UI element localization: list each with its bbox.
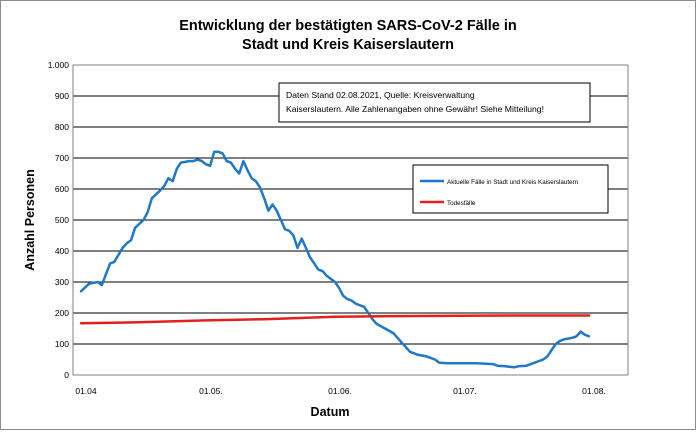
annotation-line-2: Kaiserslautern. Alle Zahlenangaben ohne … — [286, 104, 544, 114]
annotation-box: Daten Stand 02.08.2021, Quelle: Kreisver… — [278, 82, 591, 123]
x-tick-label: 01.04 — [75, 386, 97, 396]
y-tick-labels: 0 100 200 300 400 500 600 700 800 900 1.000 — [48, 60, 70, 380]
y-tick-label: 1.000 — [48, 60, 70, 70]
y-tick-label: 400 — [55, 246, 69, 256]
y-axis-label: Anzahl Personen — [23, 169, 37, 270]
y-tick-label: 100 — [55, 339, 69, 349]
y-tick-label: 500 — [55, 215, 69, 225]
annotation-line-1: Daten Stand 02.08.2021, Quelle: Kreisver… — [286, 90, 475, 100]
y-tick-label: 300 — [55, 277, 69, 287]
y-tick-label: 900 — [55, 91, 69, 101]
y-tick-label: 600 — [55, 184, 69, 194]
x-tick-label: 01.05. — [199, 386, 223, 396]
x-tick-label: 01.07. — [453, 386, 477, 396]
x-axis-label: Datum — [311, 405, 350, 419]
y-tick-label: 800 — [55, 122, 69, 132]
legend-box — [412, 164, 609, 214]
y-tick-label: 700 — [55, 153, 69, 163]
plot-area-border — [72, 64, 629, 376]
y-tick-label: 200 — [55, 308, 69, 318]
x-tick-labels: 01.04 01.05. 01.06. 01.07. 01.08. — [75, 386, 605, 396]
legend-label-deaths: Todesfälle — [447, 200, 476, 207]
chart-title-line-2: Stadt und Kreis Kaiserslautern — [242, 37, 454, 53]
series-line-1 — [79, 314, 591, 325]
series-line-0 — [79, 150, 591, 369]
series-lines — [79, 150, 591, 369]
x-tick-label: 01.06. — [328, 386, 352, 396]
legend: Aktuelle Fälle in Stadt und Kreis Kaiser… — [412, 164, 609, 214]
legend-label-cases: Aktuelle Fälle in Stadt und Kreis Kaiser… — [447, 179, 579, 186]
x-tick-label: 01.08. — [582, 386, 606, 396]
chart-title-line-1: Entwicklung der bestätigten SARS-CoV-2 F… — [179, 18, 517, 34]
y-tick-label: 0 — [64, 370, 69, 380]
